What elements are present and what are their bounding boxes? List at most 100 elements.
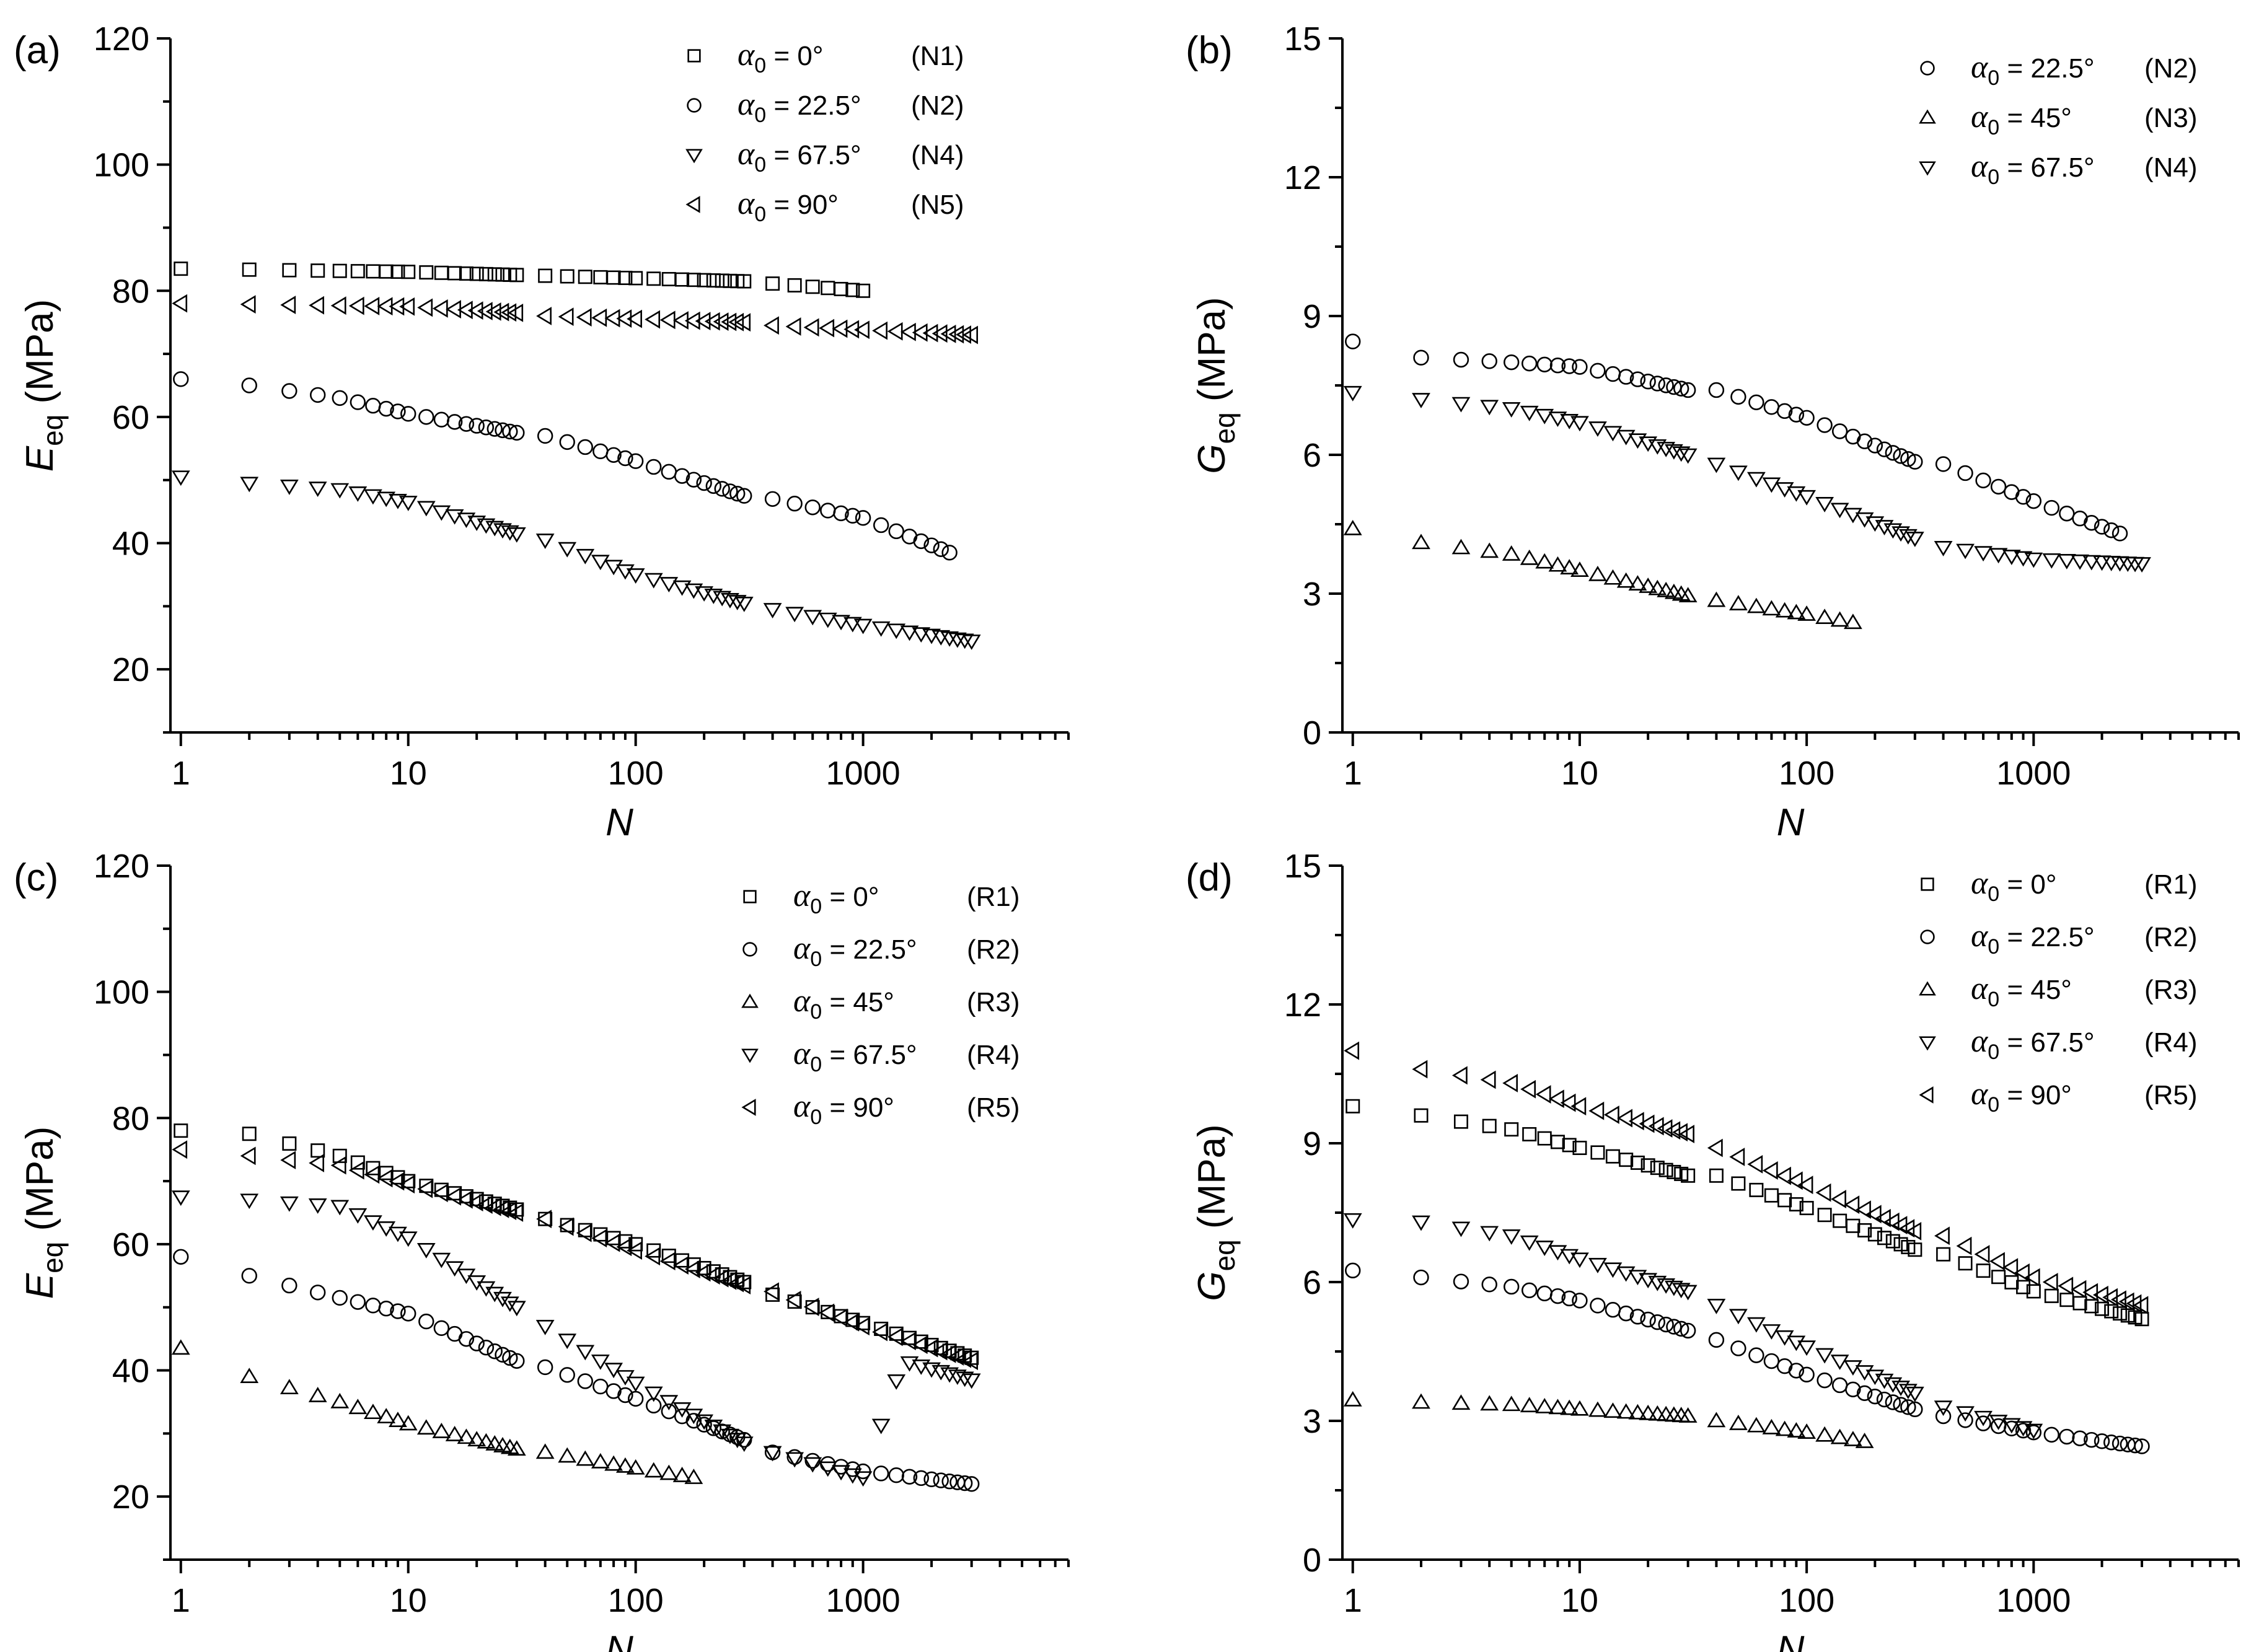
data-point	[240, 295, 256, 314]
data-point	[1876, 441, 1893, 457]
data-point	[1520, 405, 1539, 421]
data-point	[933, 1472, 949, 1488]
data-point	[1797, 490, 1817, 506]
data-point	[500, 525, 519, 541]
data-point	[446, 414, 463, 430]
data-point	[558, 1333, 577, 1350]
data-point	[2103, 1435, 2120, 1451]
data-point	[1344, 1041, 1360, 1060]
data-point	[332, 1148, 347, 1163]
data-point	[734, 596, 754, 612]
data-point	[2014, 1421, 2033, 1437]
data-point	[1502, 1395, 1521, 1412]
data-point	[446, 300, 461, 319]
data-point	[432, 299, 448, 318]
data-point	[558, 307, 574, 327]
data-point	[1843, 613, 1862, 630]
data-point	[1480, 1226, 1499, 1242]
data-point	[1657, 1405, 1676, 1421]
data-point	[940, 1367, 959, 1383]
data-point	[1681, 1168, 1696, 1183]
legend-code: (R4)	[2144, 1027, 2198, 1058]
data-point	[845, 507, 861, 524]
data-point	[644, 1462, 663, 1478]
data-point	[240, 477, 259, 493]
data-point	[280, 1379, 299, 1395]
data-point	[941, 1473, 958, 1490]
legend-code: (R5)	[967, 1092, 1020, 1123]
data-point	[1730, 1340, 1746, 1356]
data-point	[645, 1247, 661, 1266]
data-point	[536, 307, 552, 325]
data-point	[2015, 489, 2032, 505]
data-point	[644, 1386, 663, 1402]
data-point	[2112, 525, 2128, 542]
data-point	[172, 294, 188, 313]
data-point	[469, 1335, 485, 1351]
data-point	[832, 1308, 848, 1327]
data-point	[728, 595, 747, 610]
data-point	[604, 560, 623, 576]
data-point	[389, 1172, 405, 1191]
data-point	[843, 617, 862, 633]
legend-label: α0 = 45°	[1971, 971, 2072, 1011]
data-point	[1898, 529, 1918, 545]
data-point	[912, 323, 928, 342]
data-point	[509, 424, 525, 441]
data-point	[1561, 1290, 1577, 1307]
data-point	[2118, 1292, 2134, 1311]
data-point	[1535, 1241, 1554, 1256]
data-point	[1856, 1385, 1873, 1401]
data-point	[478, 420, 495, 436]
legend-code: (N3)	[2144, 103, 2198, 133]
legend-code: (N5)	[911, 190, 964, 220]
data-point	[2042, 1273, 2058, 1291]
data-point	[735, 1276, 751, 1294]
data-point	[485, 1435, 504, 1451]
data-point	[559, 434, 575, 450]
data-point	[615, 1457, 635, 1473]
data-point	[1762, 477, 1781, 493]
data-point	[923, 537, 940, 553]
data-point	[2024, 1423, 2043, 1439]
data-point	[495, 1347, 511, 1363]
data-point	[871, 621, 891, 637]
data-point	[948, 1369, 967, 1386]
legend-marker	[1920, 61, 1935, 76]
data-point	[659, 1252, 676, 1271]
data-point	[1709, 1168, 1724, 1183]
data-point	[962, 1351, 978, 1371]
data-point	[913, 533, 929, 550]
data-point	[2059, 1293, 2074, 1307]
data-point	[1707, 1138, 1723, 1158]
data-point	[673, 1256, 689, 1275]
data-point	[1707, 457, 1726, 473]
data-point	[2044, 1288, 2059, 1303]
legend-marker	[1919, 1086, 1934, 1104]
data-point	[1572, 1140, 1587, 1155]
y-tick-label: 9	[1303, 298, 1321, 335]
data-point	[2025, 1424, 2042, 1441]
legend-marker	[741, 1048, 759, 1063]
data-point	[1616, 572, 1636, 588]
data-point	[2026, 1284, 2041, 1299]
legend-label: α0 = 0°	[793, 878, 879, 918]
data-point	[1522, 355, 1538, 372]
data-point	[171, 470, 190, 486]
legend-code: (R3)	[967, 987, 1020, 1017]
legend-label: α0 = 90°	[1971, 1076, 2072, 1117]
data-point	[1345, 333, 1361, 349]
panel-label: (a)	[14, 29, 61, 72]
data-point	[628, 271, 643, 286]
legend-marker	[1919, 161, 1936, 176]
data-point	[887, 322, 903, 341]
data-point	[819, 1303, 835, 1322]
data-point	[1707, 1299, 1726, 1314]
data-point	[1787, 604, 1806, 620]
data-point	[1412, 393, 1430, 408]
data-point	[955, 633, 974, 649]
data-point	[535, 1443, 555, 1459]
y-tick-label: 40	[112, 1353, 149, 1390]
data-point	[1480, 1395, 1499, 1411]
